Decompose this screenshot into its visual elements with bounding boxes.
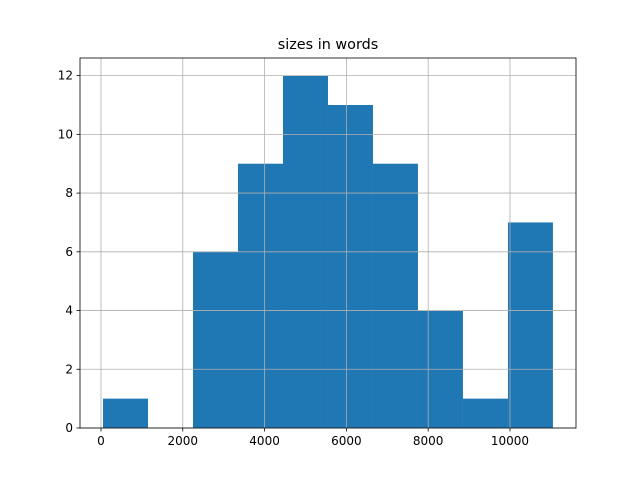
plot-frame (79, 57, 577, 429)
chart-title: sizes in words (278, 37, 379, 53)
y-tick-label: 0 (65, 421, 73, 435)
x-tick-label: 4000 (249, 434, 280, 448)
bar (193, 251, 238, 428)
bar (462, 398, 508, 428)
y-tick-label: 2 (65, 362, 73, 376)
bar (327, 104, 373, 428)
x-tick-label: 6000 (331, 434, 362, 448)
y-tick-label: 10 (58, 127, 73, 141)
bar (237, 163, 283, 428)
bar (507, 222, 553, 428)
bar (372, 163, 418, 428)
x-tick-label: 8000 (413, 434, 444, 448)
y-tick-label: 6 (65, 245, 73, 259)
x-tick-label: 10000 (491, 434, 529, 448)
x-tick-label: 2000 (168, 434, 199, 448)
y-tick-label: 8 (65, 186, 73, 200)
y-tick-label: 12 (58, 69, 73, 83)
bar (103, 398, 149, 428)
y-tick-label: 4 (65, 304, 73, 318)
x-tick-label: 0 (97, 434, 105, 448)
